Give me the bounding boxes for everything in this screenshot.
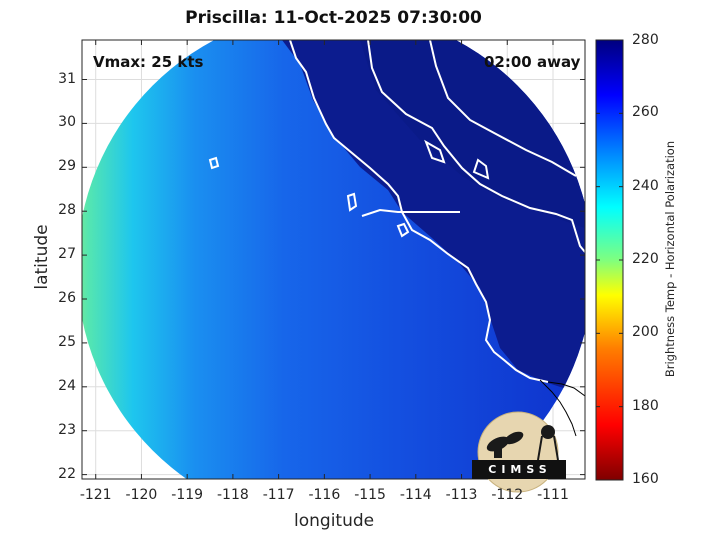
cimss-logo [472,411,566,493]
y-tick-label: 24 [58,377,76,394]
y-tick-label: 22 [58,465,76,482]
y-tick-label: 31 [58,70,76,87]
x-axis-label: longitude [294,511,375,531]
colorbar-tick-label: 200 [632,324,659,341]
x-tick-label: -120 [125,487,158,503]
x-tick-label: -111 [537,487,569,503]
time-away-label: 02:00 away [484,53,581,71]
x-tick-label: -112 [491,487,524,503]
x-tick-label: -115 [354,487,386,503]
vmax-label: Vmax: 25 kts [93,53,204,71]
map-title: Priscilla: 11-Oct-2025 07:30:00 [185,8,482,28]
x-tick-label: -121 [79,487,112,503]
colorbar-tick-label: 240 [632,177,659,194]
x-tick-label: -116 [308,487,341,503]
colorbar-ticks [596,39,623,481]
colorbar-label: Brightness Temp - Horizontal Polarizatio… [663,140,677,378]
colorbar-tick-label: 260 [632,104,659,121]
x-tick-label: -114 [399,487,432,503]
y-tick-label: 26 [58,290,76,306]
y-tick-label: 27 [58,246,76,263]
y-tick-label: 30 [58,114,76,131]
coastlines [208,40,585,437]
colorbar-tick-label: 160 [632,471,659,487]
y-tick-label: 25 [58,333,76,350]
x-tick-label: -119 [171,487,204,503]
colorbar-tick-label: 220 [632,251,659,267]
y-tick-label: 29 [58,158,76,175]
x-tick-label: -117 [262,487,295,503]
x-tick-label: -113 [445,487,478,503]
logo-text: CIMSS [488,463,552,476]
colorbar [595,39,624,481]
colorbar-tick-label: 180 [632,397,659,414]
colorbar-tick-label: 280 [632,32,659,48]
y-tick-label: 23 [58,421,76,438]
axes-box [81,39,586,480]
x-tick-label: -118 [217,487,249,503]
axis-ticks [82,40,585,479]
y-tick-label: 28 [58,202,76,219]
